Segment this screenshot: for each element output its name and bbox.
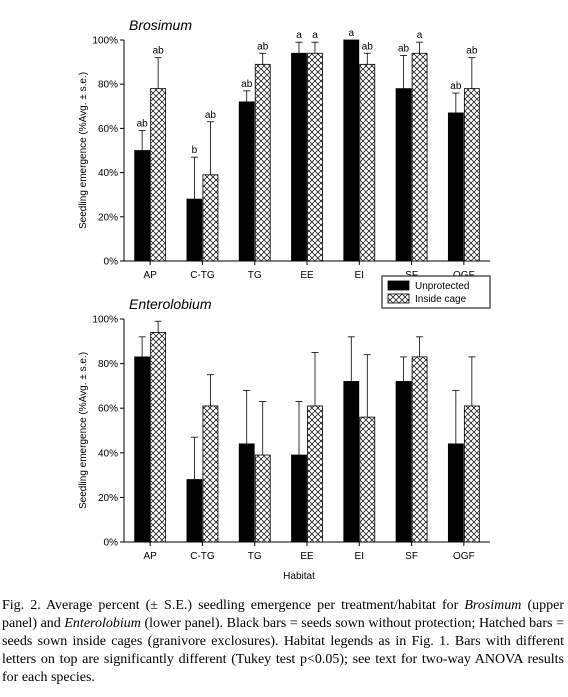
x-tick-label: TG <box>248 551 262 562</box>
y-tick-label: 60% <box>98 404 118 415</box>
bar-unprotected <box>186 479 203 543</box>
bar-inside-cage <box>202 405 219 543</box>
y-tick-label: 40% <box>98 168 118 179</box>
significance-letter: a <box>296 30 302 41</box>
y-tick-label: 60% <box>98 124 118 135</box>
x-tick-label: SF <box>405 551 418 562</box>
bar-inside-cage <box>254 63 271 262</box>
bar-unprotected <box>238 101 255 262</box>
y-tick-label: 100% <box>92 315 118 326</box>
bar-inside-cage <box>307 52 323 262</box>
significance-letter: a <box>349 28 355 39</box>
x-tick-label: EE <box>300 270 314 281</box>
significance-letter: ab <box>257 41 269 52</box>
legend-label: Inside cage <box>415 294 467 305</box>
significance-letter: b <box>192 145 198 156</box>
upper-panel: Brosimum Seedling emergence (%Avg. ± s.e.… <box>78 17 491 309</box>
bar-inside-cage <box>150 331 167 543</box>
significance-letter: ab <box>241 79 253 90</box>
bar-inside-cage <box>359 63 376 262</box>
caption-figure-label: Fig. 2. <box>2 598 41 613</box>
x-tick-label: EI <box>355 551 364 562</box>
significance-letter: ab <box>398 43 410 54</box>
x-tick-label: AP <box>143 270 157 281</box>
bar-inside-cage <box>463 405 480 543</box>
bar-unprotected <box>134 356 151 543</box>
panel-title: Brosimum <box>129 17 192 33</box>
bar-inside-cage <box>254 454 271 543</box>
y-tick-label: 20% <box>98 493 118 504</box>
significance-letter: ab <box>137 119 149 130</box>
significance-letter: ab <box>153 46 165 57</box>
y-axis-label: Seedling emergence (%Avg. ± s.e.) <box>78 352 89 509</box>
x-tick-label: EE <box>300 551 314 562</box>
x-tick-label: TG <box>248 270 262 281</box>
bar-inside-cage <box>202 174 219 262</box>
bar-unprotected <box>238 443 255 543</box>
bar-unprotected <box>395 381 412 543</box>
bar-unprotected <box>447 443 464 543</box>
bar-unprotected <box>291 454 307 543</box>
y-tick-label: 80% <box>98 359 118 370</box>
y-tick-label: 0% <box>104 257 119 268</box>
bar-inside-cage <box>411 52 428 262</box>
x-tick-label: C-TG <box>190 270 215 281</box>
significance-letter: ab <box>450 81 462 92</box>
x-tick-label: EI <box>355 270 364 281</box>
y-axis-label: Seedling emergence (%Avg. ± s.e.) <box>78 72 89 229</box>
panel-title: Enterolobium <box>129 296 212 312</box>
bar-inside-cage <box>150 88 167 262</box>
significance-letter: a <box>312 30 318 41</box>
y-tick-label: 80% <box>98 80 118 91</box>
bar-inside-cage <box>463 88 480 262</box>
lower-panel: Enterolobium Seedling emergence (%Avg. ± … <box>78 296 490 582</box>
figure-caption: Fig. 2. Average percent (± S.E.) seedlin… <box>2 597 564 687</box>
x-axis-label: Habitat <box>283 571 315 582</box>
y-tick-label: 20% <box>98 212 118 223</box>
caption-text-1: Average percent (± S.E.) seedling emerge… <box>40 598 465 613</box>
x-tick-label: AP <box>143 551 157 562</box>
legend-swatch-unprotected <box>387 280 410 291</box>
significance-letter: a <box>417 30 423 41</box>
legend-swatch-inside-cage <box>387 293 410 304</box>
bar-unprotected <box>343 39 360 262</box>
y-tick-label: 40% <box>98 448 118 459</box>
caption-text-3: (lower panel). Black bars = seeds sown w… <box>2 616 564 685</box>
bar-unprotected <box>291 52 307 262</box>
significance-letter: ab <box>205 110 217 121</box>
caption-species-1: Brosimum <box>464 598 522 613</box>
y-tick-label: 0% <box>104 538 119 549</box>
significance-letter: ab <box>466 46 478 57</box>
bar-unprotected <box>447 112 464 262</box>
caption-text-2: (upper panel) and <box>2 598 564 631</box>
x-tick-label: C-TG <box>190 551 215 562</box>
bar-unprotected <box>186 198 203 262</box>
bar-inside-cage <box>359 416 376 543</box>
bar-inside-cage <box>307 405 323 543</box>
figure: Brosimum Seedling emergence (%Avg. ± s.e.… <box>78 17 491 582</box>
bar-unprotected <box>395 88 412 262</box>
significance-letter: ab <box>362 41 374 52</box>
y-tick-label: 100% <box>92 36 118 47</box>
legend: Unprotected Inside cage <box>381 275 491 309</box>
x-tick-label: OGF <box>453 551 475 562</box>
bar-inside-cage <box>411 356 428 543</box>
bar-unprotected <box>343 381 360 543</box>
caption-species-2: Enterolobium <box>64 616 141 631</box>
bar-unprotected <box>134 150 151 262</box>
legend-label: Unprotected <box>415 281 469 292</box>
